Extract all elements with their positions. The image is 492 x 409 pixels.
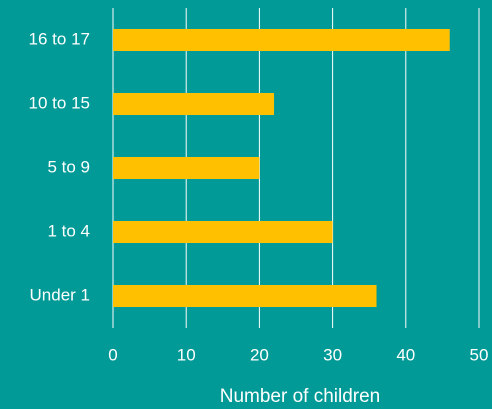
x-tick-label: 50: [470, 345, 489, 364]
bar: [113, 29, 450, 51]
x-tick-labels: 0 10 20 30 40 50: [108, 345, 488, 364]
category-label: 10 to 15: [29, 93, 90, 112]
bar: [113, 157, 260, 179]
category-label: Under 1: [30, 285, 90, 304]
x-tick-label: 30: [323, 345, 342, 364]
category-label: 1 to 4: [47, 221, 90, 240]
bar: [113, 221, 333, 243]
bar: [113, 93, 275, 115]
x-tick-label: 0: [108, 345, 117, 364]
x-tick-label: 20: [250, 345, 269, 364]
bars: [113, 29, 450, 307]
x-tick-label: 10: [177, 345, 196, 364]
bar: [113, 285, 377, 307]
category-label: 16 to 17: [29, 29, 90, 48]
x-axis-title: Number of children: [220, 386, 381, 407]
x-tick-label: 40: [396, 345, 415, 364]
category-label: 5 to 9: [47, 157, 90, 176]
category-labels: 16 to 17 10 to 15 5 to 9 1 to 4 Under 1: [29, 29, 90, 304]
